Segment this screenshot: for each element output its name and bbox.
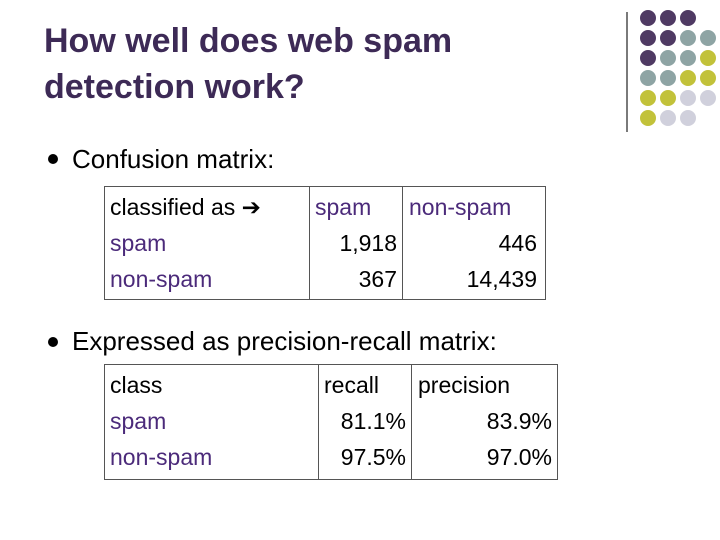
bullet-precision-recall: Expressed as precision-recall matrix: bbox=[72, 326, 497, 356]
column-header-recall: recall bbox=[324, 372, 379, 398]
row-label-non-spam: non-spam bbox=[110, 266, 213, 292]
column-header-precision: precision bbox=[418, 372, 511, 398]
arrow-right-icon: ➔ bbox=[241, 194, 261, 220]
title-line-2: detection work? bbox=[44, 68, 305, 106]
pr-matrix-table: class recall precision spam 81.1% 83.9% … bbox=[104, 367, 558, 475]
cell-value: 367 bbox=[358, 266, 397, 292]
row-label-non-spam: non-spam bbox=[110, 444, 213, 470]
cell-value: 97.5% bbox=[340, 444, 406, 470]
table-row: non-spam 97.5% 97.0% bbox=[104, 439, 558, 475]
cell-value: 446 bbox=[498, 230, 537, 256]
row-label-spam: spam bbox=[110, 230, 167, 256]
column-header-spam: spam bbox=[315, 194, 372, 220]
slide-title: How well does web spam detection work? bbox=[44, 18, 604, 110]
title-line-1: How well does web spam bbox=[44, 22, 453, 60]
bullet-confusion-matrix: Confusion matrix: bbox=[72, 144, 275, 174]
table-row: classified as ➔ spam non-spam bbox=[104, 189, 543, 225]
table-row: spam 1,918 446 bbox=[104, 225, 543, 261]
cell-value: 83.9% bbox=[486, 408, 552, 434]
column-header-class: class bbox=[110, 372, 163, 398]
confusion-matrix-table: classified as ➔ spam non-spam spam 1,918… bbox=[104, 189, 543, 297]
table-row: spam 81.1% 83.9% bbox=[104, 403, 558, 439]
decorative-dot-grid bbox=[640, 10, 716, 126]
table-row: non-spam 367 14,439 bbox=[104, 261, 543, 297]
header-label-cell: classified as ➔ bbox=[104, 189, 309, 225]
table-row: class recall precision bbox=[104, 367, 558, 403]
confusion-matrix-border bbox=[104, 186, 546, 300]
cell-value: 1,918 bbox=[339, 230, 397, 256]
bullet-dot bbox=[48, 337, 58, 347]
cell-value: 14,439 bbox=[466, 266, 537, 292]
classified-as-label: classified as bbox=[110, 194, 236, 220]
column-header-non-spam: non-spam bbox=[409, 194, 512, 220]
bullet-dot bbox=[48, 154, 58, 164]
cell-value: 81.1% bbox=[340, 408, 406, 434]
confusion-matrix-divider bbox=[309, 186, 403, 300]
cell-value: 97.0% bbox=[486, 444, 552, 470]
pr-matrix-divider bbox=[318, 364, 412, 480]
pr-matrix-border bbox=[104, 364, 558, 480]
row-label-spam: spam bbox=[110, 408, 167, 434]
decorative-divider bbox=[626, 12, 628, 132]
